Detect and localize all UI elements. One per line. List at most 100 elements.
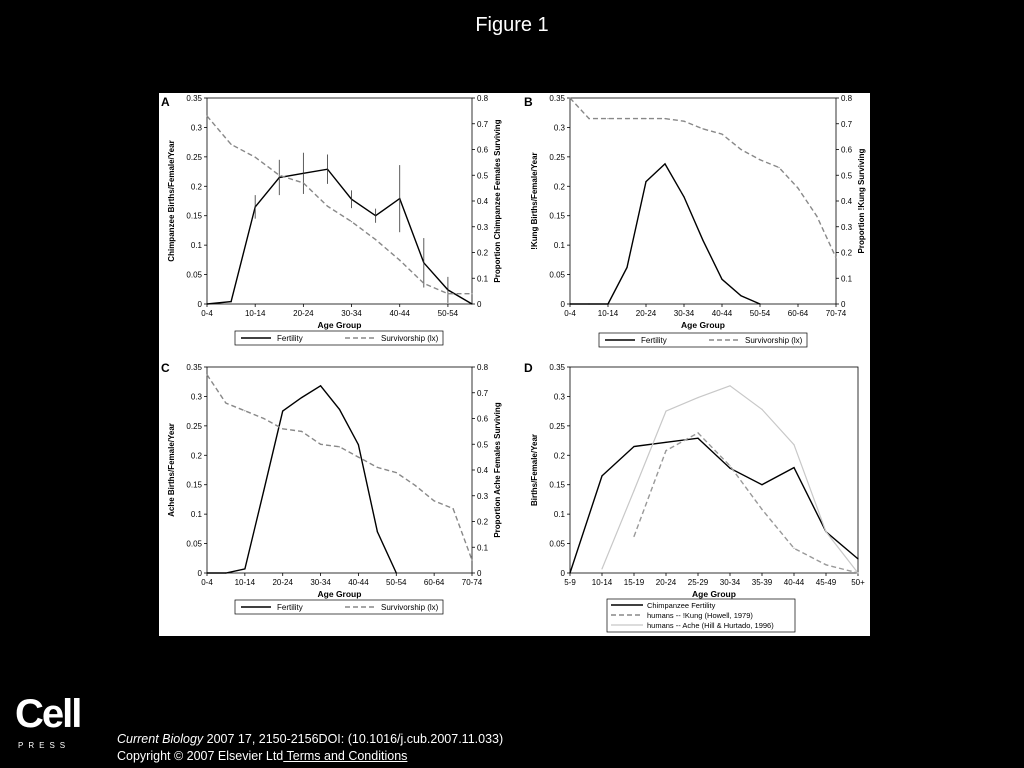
- x-tick-label: 35-39: [752, 578, 773, 587]
- x-tick-label: 50-54: [750, 309, 771, 318]
- y-tick-label: 0.2: [554, 182, 566, 191]
- data-point: [793, 467, 795, 469]
- legend-label: humans -- Ache (Hill & Hurtado, 1996): [647, 621, 774, 630]
- y2-tick-label: 0.2: [841, 249, 853, 258]
- x-axis-title: Age Group: [318, 589, 362, 599]
- x-axis-title: Age Group: [681, 320, 725, 330]
- data-point: [778, 166, 780, 169]
- data-point: [319, 443, 322, 445]
- data-point: [702, 128, 704, 130]
- data-point: [665, 441, 667, 443]
- data-point: [301, 397, 303, 399]
- x-tick-label: 20-24: [636, 309, 657, 318]
- data-point: [206, 374, 208, 376]
- legend-label: Survivorship (lx): [381, 334, 439, 343]
- y-tick-label: 0.3: [554, 392, 566, 401]
- data-point: [471, 293, 473, 295]
- data-point: [206, 303, 208, 305]
- logo-word: Cell: [15, 692, 82, 736]
- data-point: [793, 444, 795, 446]
- data-point: [319, 385, 322, 387]
- data-point: [338, 446, 341, 448]
- y2-tick-label: 0.2: [477, 518, 489, 527]
- panel-letter: D: [524, 361, 533, 375]
- y2-tick-label: 0.1: [477, 274, 489, 283]
- data-point: [395, 572, 397, 574]
- x-tick-label: 60-64: [788, 309, 809, 318]
- data-point: [569, 572, 571, 574]
- y-tick-label: 0.35: [186, 363, 202, 372]
- y-tick-label: 0.15: [549, 212, 565, 221]
- plot-frame: [206, 366, 473, 574]
- x-tick-label: 0-4: [201, 578, 213, 587]
- data-point: [633, 535, 635, 538]
- y2-axis-title: Proportion Ache Females Surviving: [493, 402, 502, 537]
- data-point: [230, 301, 232, 303]
- legend-label: Chimpanzee Fertility: [647, 601, 716, 610]
- y2-tick-label: 0.7: [841, 120, 853, 129]
- y-tick-label: 0: [198, 569, 203, 578]
- y-tick-label: 0.05: [549, 540, 565, 549]
- x-tick-label: 40-44: [784, 578, 805, 587]
- data-point: [263, 490, 265, 492]
- cell-press-logo: Cell PRESS: [15, 692, 85, 750]
- data-point: [301, 430, 303, 432]
- data-point: [626, 266, 628, 269]
- legend-label: Survivorship (lx): [745, 336, 803, 345]
- terms-link[interactable]: Terms and Conditions: [283, 749, 408, 763]
- data-point: [471, 559, 473, 561]
- data-point: [816, 215, 818, 218]
- x-tick-label: 10-14: [235, 578, 256, 587]
- data-point: [664, 118, 666, 120]
- data-point: [721, 133, 723, 135]
- y-tick-label: 0.25: [186, 153, 202, 162]
- data-point: [857, 558, 859, 560]
- series-line: [207, 384, 397, 574]
- x-tick-label: 20-24: [293, 309, 314, 318]
- legend-label: Fertility: [277, 334, 303, 343]
- data-point: [423, 282, 425, 284]
- x-tick-label: 70-74: [826, 309, 847, 318]
- data-point: [588, 118, 590, 120]
- chart-panel-d: D 0 0.05 0.1 0.15 0.2 0.25 0.3 0.35 5-9 10-14 15-19…: [524, 361, 865, 633]
- y-tick-label: 0: [561, 569, 566, 578]
- copyright-text: Copyright © 2007 Elsevier Ltd: [117, 749, 284, 763]
- data-point: [244, 410, 246, 412]
- data-point: [607, 303, 609, 305]
- x-tick-label: 50-54: [438, 309, 459, 318]
- citation-journal: Current Biology: [117, 732, 204, 746]
- y-tick-label: 0.05: [186, 271, 202, 280]
- data-point: [633, 445, 635, 448]
- data-point: [395, 471, 397, 474]
- data-point: [665, 410, 667, 412]
- y-tick-label: 0.1: [191, 241, 203, 250]
- x-tick-label: 10-14: [598, 309, 619, 318]
- y-tick-label: 0: [561, 300, 566, 309]
- x-tick-label: 5-9: [564, 578, 576, 587]
- data-point: [665, 449, 667, 452]
- y-tick-label: 0.25: [549, 422, 565, 431]
- data-point: [338, 408, 341, 410]
- citation: Current Biology 2007 17, 2150-2156DOI: (…: [117, 731, 503, 765]
- data-point: [350, 221, 353, 223]
- chart-panel-c: C 0 0.05 0.1 0.15 0.2 0.25 0.3 0.35 0 0.1 0.2 0.3 0.4…: [161, 361, 502, 615]
- data-point: [206, 572, 208, 574]
- plot-frame: [569, 366, 859, 574]
- x-tick-label: 30-34: [310, 578, 331, 587]
- citation-line: Current Biology 2007 17, 2150-2156DOI: (…: [117, 731, 503, 748]
- legend-label: Survivorship (lx): [381, 603, 439, 612]
- x-tick-label: 40-44: [712, 309, 733, 318]
- data-point: [230, 143, 232, 145]
- copyright-line: Copyright © 2007 Elsevier Ltd Terms and …: [117, 748, 503, 765]
- data-point: [664, 163, 666, 165]
- y2-tick-label: 0.4: [841, 197, 853, 206]
- data-point: [793, 547, 795, 549]
- data-point: [326, 205, 329, 207]
- y-tick-label: 0.25: [186, 422, 202, 431]
- x-tick-label: 40-44: [348, 578, 369, 587]
- data-point: [797, 187, 799, 189]
- x-tick-label: 0-4: [201, 309, 213, 318]
- x-axis-title: Age Group: [692, 589, 736, 599]
- data-point: [697, 437, 699, 439]
- legend-box: [234, 599, 444, 615]
